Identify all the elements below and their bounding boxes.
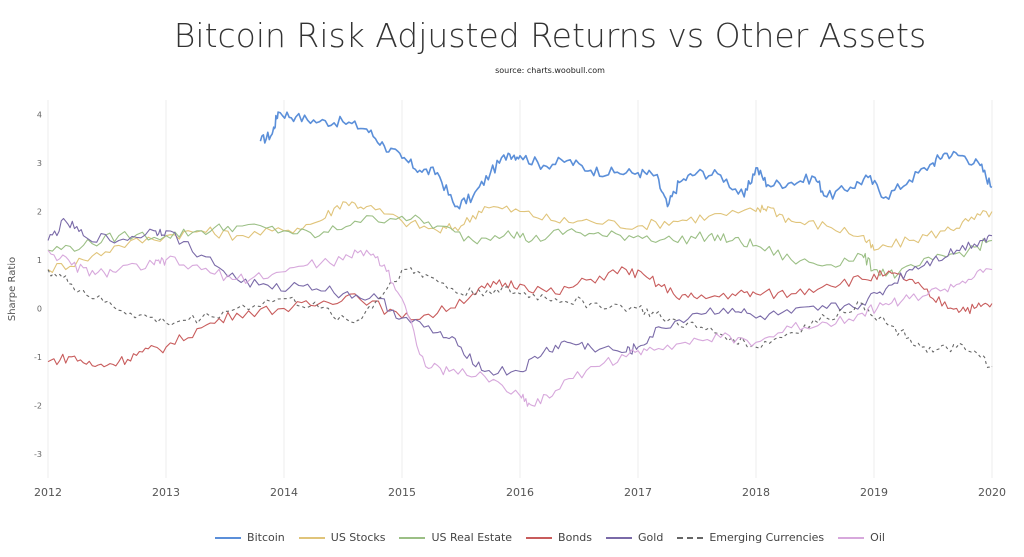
y-axis-ticks: 4 3 2 1 0 -1 -2 -3: [34, 111, 42, 459]
y-tick-label: 2: [37, 207, 42, 216]
series-line-oil: [47, 249, 993, 407]
legend-swatch: [399, 536, 426, 539]
chart-title: Bitcoin Risk Adjusted Returns vs Other A…: [173, 16, 927, 55]
x-tick-label: 2012: [34, 486, 62, 499]
x-tick-label: 2013: [152, 486, 180, 499]
legend-item[interactable]: Gold: [606, 531, 663, 544]
legend-label: Bonds: [558, 531, 593, 544]
series-line-bonds: [47, 266, 993, 368]
series-line-gold: [47, 217, 993, 376]
x-axis-ticks: 2012 2013 2014 2015 2016 2017 2018 2019 2020: [34, 486, 1006, 499]
y-axis-label: Sharpe Ratio: [7, 257, 18, 321]
y-tick-label: 1: [37, 256, 42, 265]
grid: [47, 100, 993, 478]
legend-item[interactable]: Bitcoin: [215, 531, 285, 544]
x-tick-label: 2017: [624, 486, 652, 499]
legend-label: Bitcoin: [247, 531, 285, 544]
legend-label: US Real Estate: [431, 531, 513, 544]
legend-item[interactable]: Emerging Currencies: [677, 531, 824, 544]
x-tick-label: 2019: [860, 486, 888, 499]
legend-label: Oil: [870, 531, 885, 544]
legend-label: US Stocks: [330, 531, 386, 544]
x-tick-label: 2020: [978, 486, 1006, 499]
x-tick-label: 2014: [270, 486, 298, 499]
x-tick-label: 2015: [388, 486, 416, 499]
chart-subtitle: source: charts.woobull.com: [495, 66, 605, 75]
series-lines: [47, 111, 993, 407]
legend-swatch: [677, 536, 704, 539]
y-tick-label: -1: [34, 353, 42, 362]
y-tick-label: 3: [37, 159, 42, 168]
series-line-bitcoin: [259, 111, 993, 210]
chart-legend: Bitcoin US Stocks US Real Estate Bonds Gold E…: [0, 531, 1024, 544]
legend-item[interactable]: US Real Estate: [399, 531, 512, 544]
legend-label: Emerging Currencies: [709, 531, 825, 544]
x-tick-label: 2016: [506, 486, 534, 499]
y-tick-label: -3: [34, 450, 42, 459]
legend-label: Gold: [638, 531, 664, 544]
legend-swatch: [298, 536, 325, 539]
y-tick-label: 0: [37, 304, 42, 313]
x-tick-label: 2018: [742, 486, 770, 499]
series-line-emerging-currencies: [47, 267, 993, 369]
legend-item[interactable]: US Stocks: [298, 531, 386, 544]
legend-swatch: [526, 536, 553, 539]
legend-item[interactable]: Oil: [838, 531, 885, 544]
legend-swatch: [215, 536, 242, 539]
y-tick-label: -2: [34, 401, 42, 410]
legend-item[interactable]: Bonds: [526, 531, 592, 544]
legend-swatch: [606, 536, 633, 539]
legend-swatch: [838, 536, 865, 539]
series-line-us-stocks: [47, 201, 993, 273]
y-tick-label: 4: [37, 111, 42, 120]
series-line-us-real-estate: [47, 214, 993, 279]
